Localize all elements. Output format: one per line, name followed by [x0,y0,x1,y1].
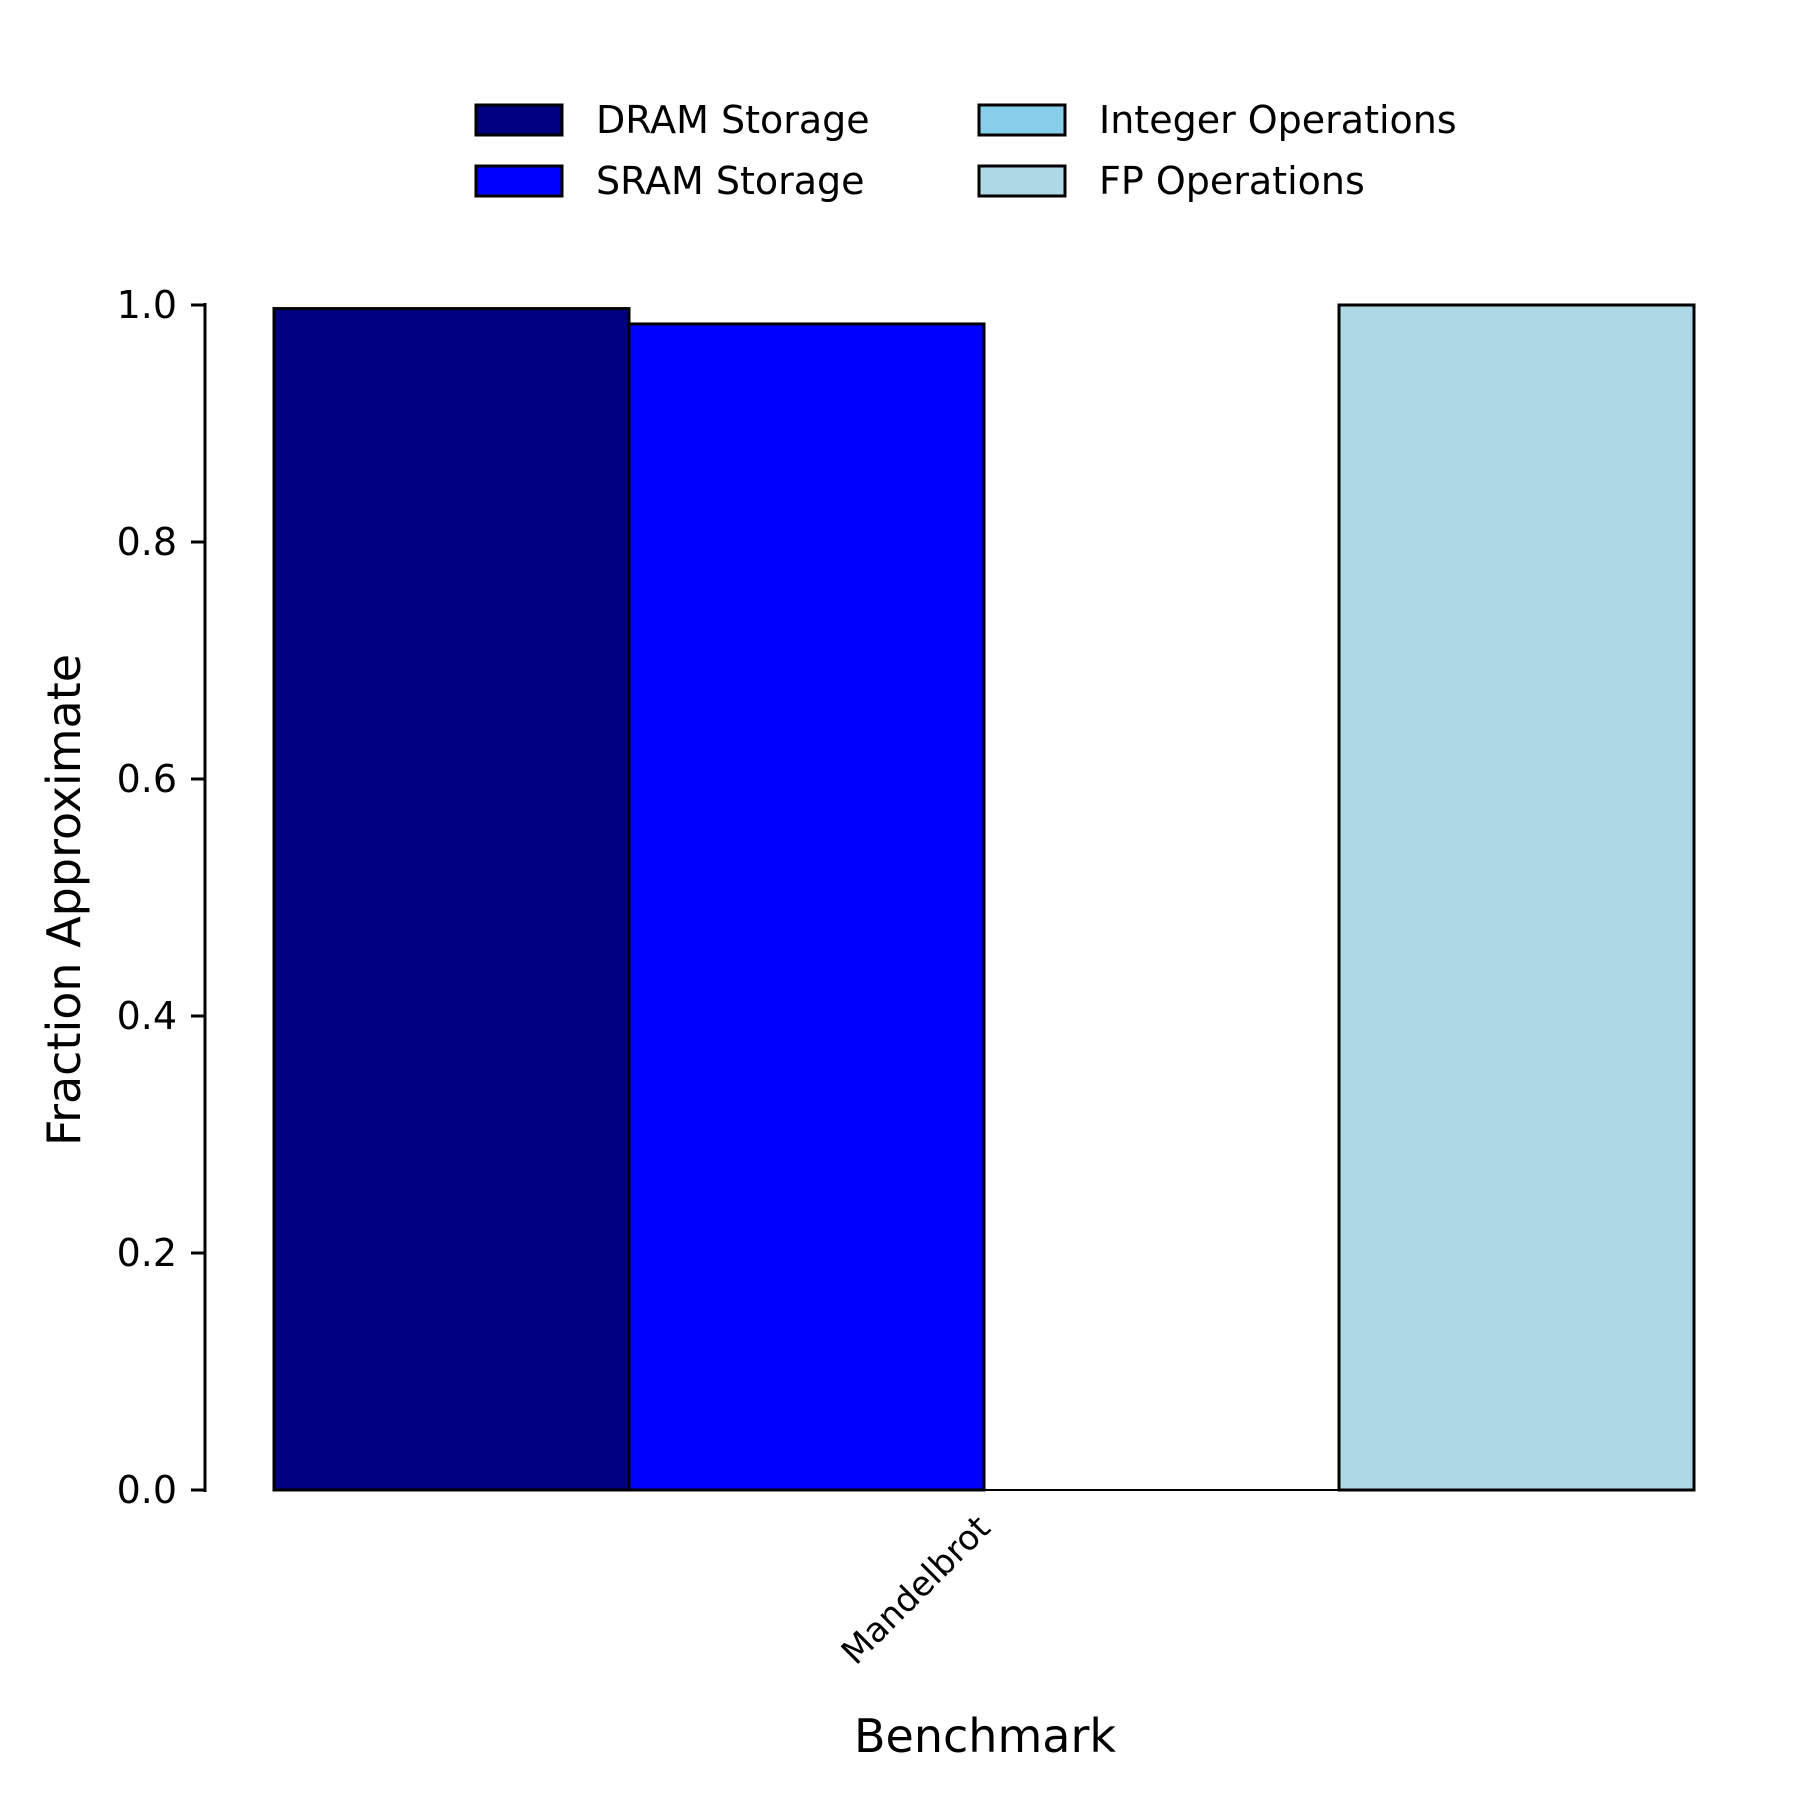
legend-swatch [977,164,1067,198]
y-tick-label: 0.0 [117,1468,177,1512]
legend-swatch [977,103,1067,137]
bars-group [272,303,1696,1492]
legend-label: FP Operations [1099,159,1365,203]
legend: DRAM Storage SRAM Storage Integer Operatio… [474,98,1457,203]
y-tick-label: 0.8 [117,520,177,564]
y-axis: 0.0 0.2 0.4 0.6 0.8 1.0 [117,283,207,1512]
y-tick-label: 1.0 [117,283,177,327]
bar-sram-storage [627,322,986,1492]
y-tick-label: 0.6 [117,757,177,801]
legend-swatch [474,103,564,137]
y-tick-label: 0.4 [117,994,177,1038]
x-axis: Mandelbrot [834,1508,998,1672]
legend-swatch [474,164,564,198]
x-axis-title: Benchmark [854,1709,1116,1763]
bar-fp-operations [1337,303,1696,1492]
bar-dram-storage [272,307,631,1492]
y-axis-title: Fraction Approximate [37,654,91,1146]
legend-label: DRAM Storage [596,98,870,142]
x-tick-label: Mandelbrot [834,1508,998,1672]
legend-label: Integer Operations [1099,98,1457,142]
y-tick-label: 0.2 [117,1231,177,1275]
legend-label: SRAM Storage [596,159,865,203]
